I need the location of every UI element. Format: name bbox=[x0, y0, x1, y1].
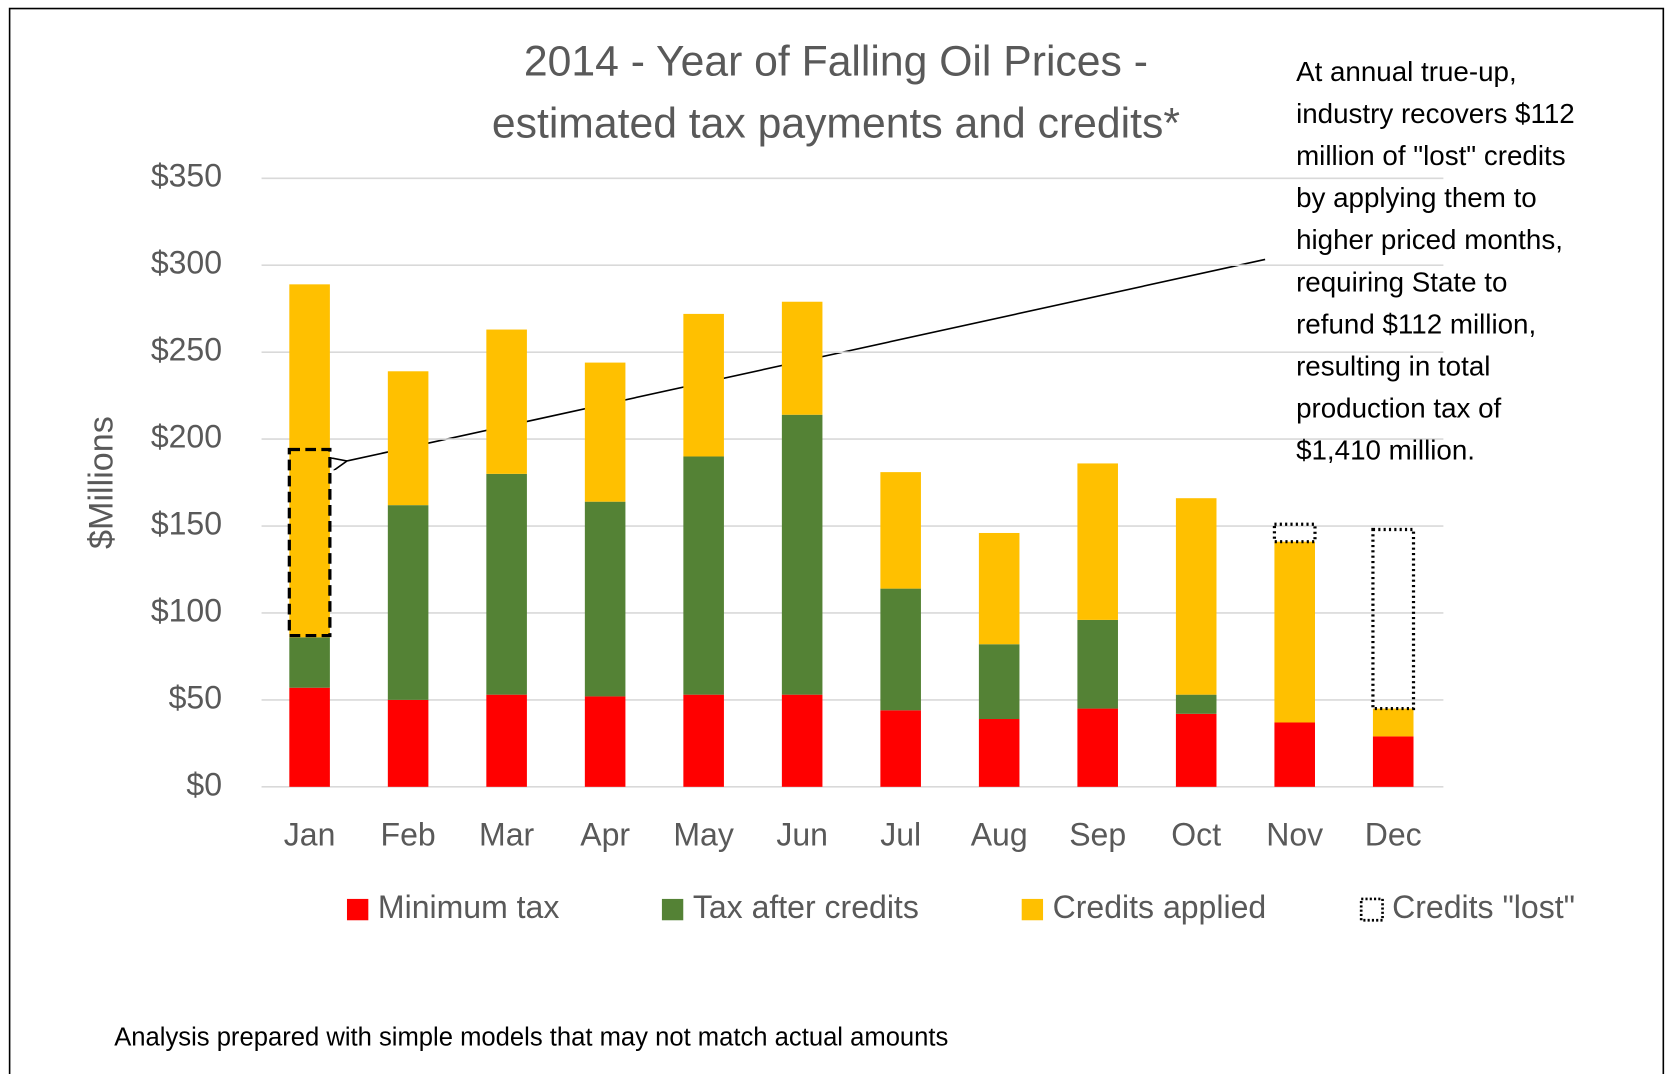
bar-segment bbox=[683, 456, 724, 695]
footnote: Analysis prepared with simple models tha… bbox=[114, 1024, 948, 1052]
x-tick-label: Dec bbox=[1365, 816, 1422, 852]
bar-segment bbox=[1274, 722, 1315, 787]
x-tick-label: Jun bbox=[776, 816, 828, 852]
x-tick-label: Oct bbox=[1171, 816, 1221, 852]
x-tick-label: Mar bbox=[479, 816, 534, 852]
annotation: production tax of bbox=[1296, 393, 1501, 424]
bar-segment bbox=[683, 313, 724, 457]
x-tick-label: Feb bbox=[381, 816, 436, 852]
x-tick-label: Apr bbox=[580, 816, 630, 852]
legend-label: Minimum tax bbox=[378, 889, 559, 925]
annotation: requiring State to bbox=[1296, 266, 1507, 297]
bar-segment bbox=[880, 588, 921, 711]
annotation: refund $112 million, bbox=[1296, 308, 1536, 339]
bar-segment bbox=[978, 532, 1020, 645]
x-tick-label: Jan bbox=[284, 816, 336, 852]
bar-segment bbox=[978, 644, 1020, 720]
x-tick-label: Sep bbox=[1069, 816, 1126, 852]
bar-segment bbox=[1372, 736, 1414, 787]
bar-segment bbox=[781, 694, 823, 787]
bar-segment bbox=[1371, 527, 1416, 711]
bar-segment bbox=[486, 473, 527, 695]
bar-segment bbox=[781, 301, 823, 415]
legend-swatch bbox=[1021, 898, 1044, 921]
bar-segment bbox=[486, 329, 527, 474]
y-tick-label: $350 bbox=[151, 158, 222, 194]
x-tick-label: May bbox=[673, 816, 733, 852]
bar-segment bbox=[289, 284, 330, 638]
bar-segment bbox=[781, 414, 823, 695]
x-tick-label: Nov bbox=[1266, 816, 1323, 852]
legend-swatch bbox=[346, 898, 369, 921]
bar-segment bbox=[289, 687, 330, 787]
bar-segment bbox=[1272, 522, 1317, 544]
bar-segment bbox=[1175, 694, 1217, 714]
annotation: resulting in total bbox=[1296, 350, 1490, 381]
annotation: At annual true-up, bbox=[1296, 56, 1517, 87]
highlight-box bbox=[287, 447, 332, 638]
bar-segment bbox=[880, 710, 921, 787]
bar-segment bbox=[486, 694, 527, 787]
bar-segment bbox=[683, 694, 724, 787]
annotation: industry recovers $112 bbox=[1296, 98, 1575, 129]
bar-segment bbox=[1077, 708, 1118, 787]
legend-label: Credits "lost" bbox=[1392, 889, 1575, 925]
y-tick-label: $50 bbox=[169, 679, 222, 715]
y-tick-label: $300 bbox=[151, 245, 222, 281]
y-tick-label: $200 bbox=[151, 419, 222, 455]
y-tick-label: $100 bbox=[151, 592, 222, 628]
annotation: million of "lost" credits bbox=[1296, 140, 1566, 171]
bar-segment bbox=[387, 371, 429, 506]
legend-swatch bbox=[661, 898, 684, 921]
bar-segment bbox=[1077, 619, 1118, 709]
bar-segment bbox=[584, 696, 626, 787]
bar-segment bbox=[1077, 463, 1118, 620]
bar-segment bbox=[1372, 708, 1414, 737]
bar-segment bbox=[289, 637, 330, 688]
bar-segment bbox=[387, 699, 429, 787]
y-axis-label: $Millions bbox=[83, 416, 121, 549]
legend-swatch bbox=[1359, 897, 1384, 922]
x-tick-label: Aug bbox=[971, 816, 1028, 852]
legend-label: Tax after credits bbox=[693, 889, 919, 925]
y-tick-label: $250 bbox=[151, 332, 222, 368]
bar-segment bbox=[584, 501, 626, 697]
chart-title: 2014 - Year of Falling Oil Prices - bbox=[524, 37, 1148, 85]
bar-segment bbox=[387, 505, 429, 700]
bar-segment bbox=[1175, 498, 1217, 695]
annotation: higher priced months, bbox=[1296, 224, 1563, 255]
bar-segment bbox=[978, 719, 1020, 787]
frame bbox=[8, 7, 1665, 1074]
x-tick-label: Jul bbox=[880, 816, 921, 852]
bar-segment bbox=[1175, 713, 1217, 787]
annotation: $1,410 million. bbox=[1296, 435, 1475, 466]
bar-segment bbox=[1274, 541, 1315, 723]
annotation: by applying them to bbox=[1296, 182, 1537, 213]
legend-label: Credits applied bbox=[1053, 889, 1267, 925]
bar-segment bbox=[880, 472, 921, 589]
y-tick-label: $0 bbox=[186, 766, 222, 802]
bar-segment bbox=[584, 362, 626, 502]
y-tick-label: $150 bbox=[151, 505, 222, 541]
chart-title: estimated tax payments and credits* bbox=[492, 99, 1180, 147]
